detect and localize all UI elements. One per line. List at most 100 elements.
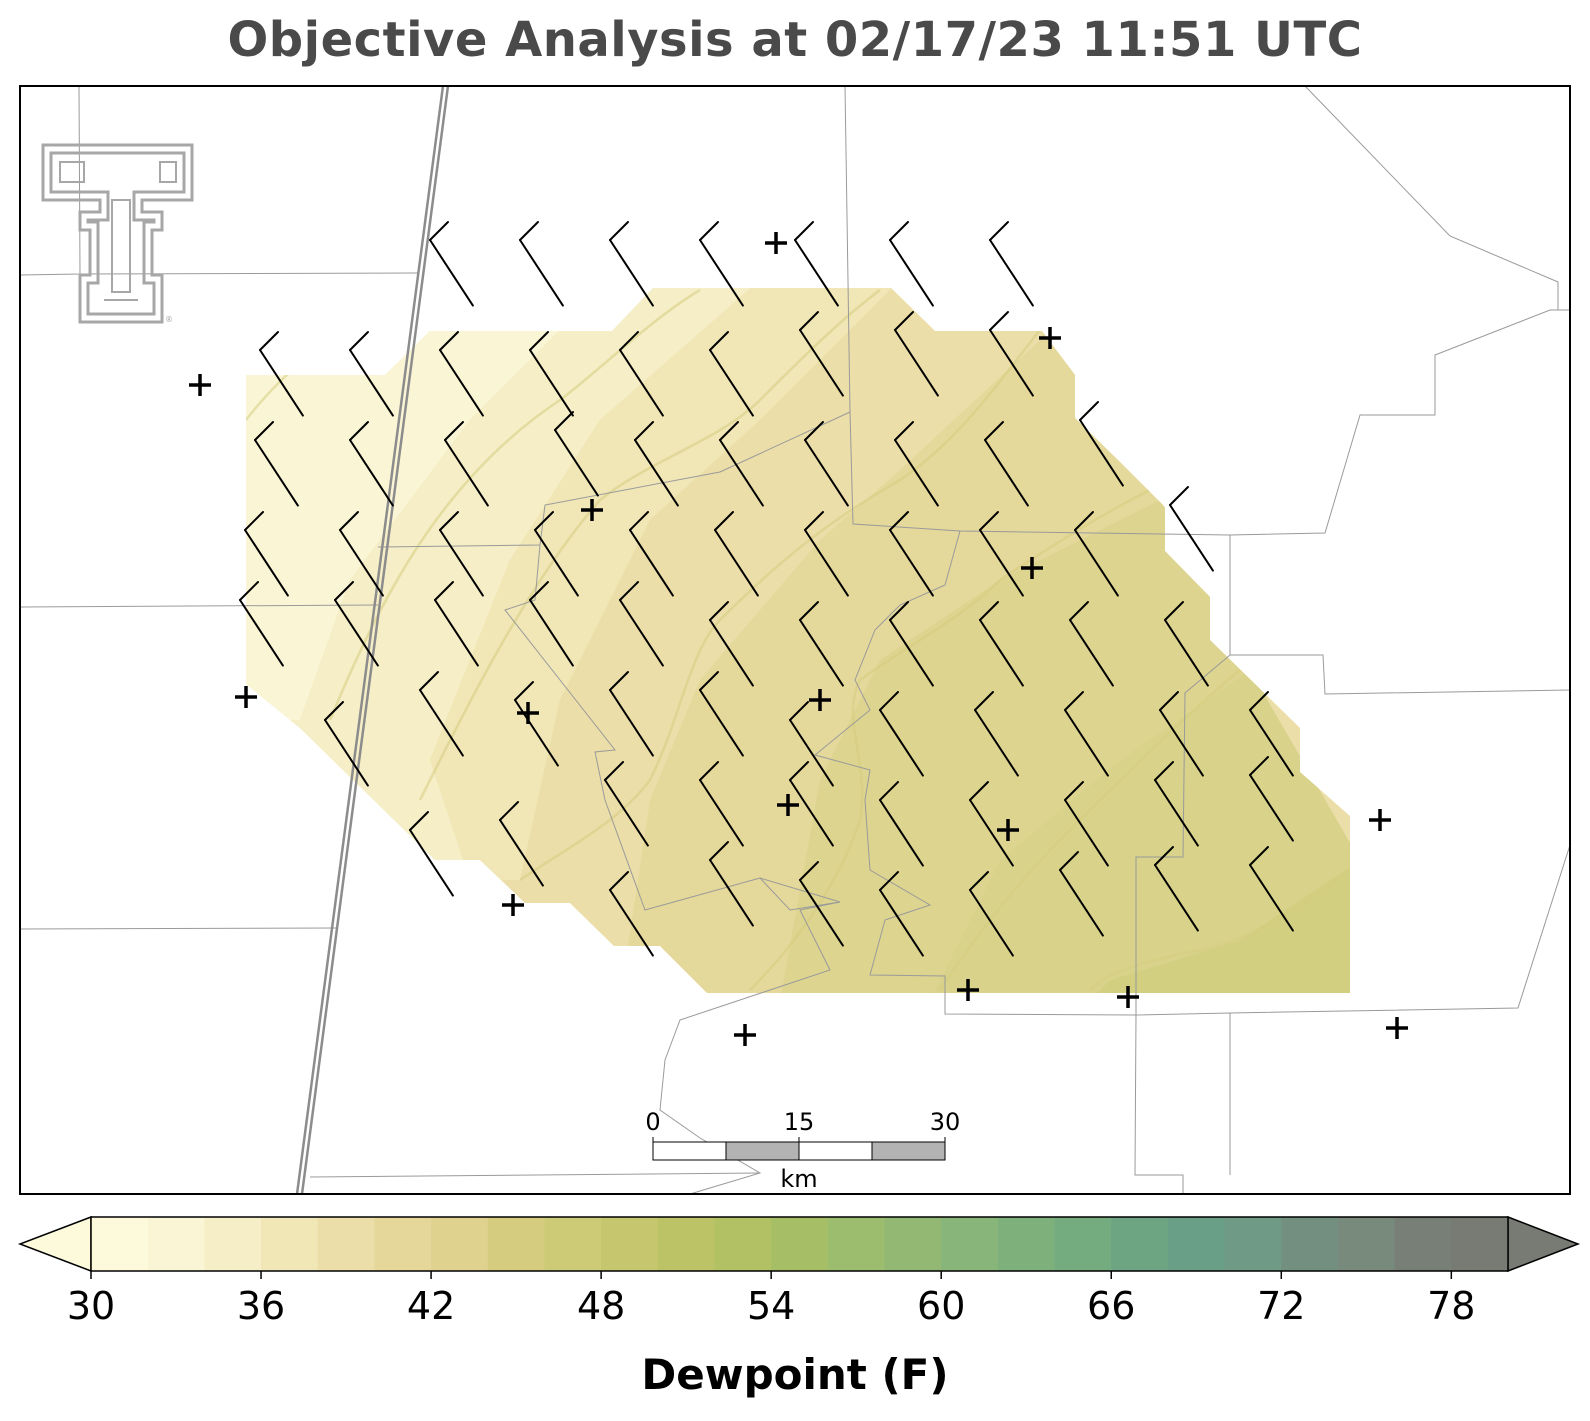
wind-barb [699, 221, 744, 307]
station-marker [502, 894, 524, 916]
colorbar-swatch [431, 1217, 489, 1271]
station-marker [777, 794, 799, 816]
station-marker [517, 702, 539, 724]
station-marker [581, 499, 603, 521]
wind-barb [789, 701, 834, 787]
wind-barb [894, 421, 939, 507]
station-marker [1039, 327, 1061, 349]
wind-barb [789, 761, 834, 847]
wind-barb [804, 421, 849, 507]
station-marker [1386, 1017, 1408, 1039]
texas-tech-double-t-logo: ® [41, 143, 194, 324]
wind-barb [799, 311, 844, 397]
wind-barb [974, 691, 1019, 777]
wind-barb [709, 601, 754, 687]
colorbar-swatch [997, 1217, 1056, 1271]
station-marker [189, 374, 211, 396]
wind-barb [1249, 846, 1294, 932]
wind-barb [879, 871, 924, 957]
wind-barb [1069, 601, 1114, 687]
wind-barb [434, 581, 479, 667]
wind-barb [699, 671, 744, 757]
colorbar-swatch [1224, 1217, 1282, 1271]
colorbar-swatch [204, 1217, 262, 1271]
wind-barb [799, 601, 844, 687]
colorbar-swatch [1451, 1217, 1509, 1271]
wind-barb [409, 811, 454, 897]
wind-barb [244, 511, 289, 597]
colorbar-tick-label: 30 [67, 1284, 115, 1328]
wind-barb [804, 511, 849, 597]
colorbar-swatch [261, 1217, 319, 1271]
wind-barb [429, 221, 474, 307]
wind-barb [609, 221, 654, 307]
station-marker [235, 686, 257, 708]
colorbar-swatch [601, 1217, 659, 1271]
colorbar-swatch [884, 1217, 942, 1271]
wind-barb [499, 801, 544, 887]
wind-barb [1169, 486, 1214, 572]
wind-barb [1059, 851, 1104, 937]
wind-barb [794, 221, 839, 307]
wind-barb [349, 421, 394, 507]
wind-barb [889, 511, 934, 597]
wind-barb [719, 421, 764, 507]
wind-barb [519, 221, 564, 307]
wind-barb [439, 331, 484, 417]
station-markers [189, 232, 1408, 1046]
wind-barb [349, 331, 394, 417]
station-marker [997, 819, 1019, 841]
wind-barb [1249, 756, 1294, 842]
wind-barb [334, 581, 379, 667]
wind-barb [634, 421, 679, 507]
wind-barb [1074, 511, 1119, 597]
wind-barb [619, 331, 664, 417]
wind-barb [989, 221, 1034, 307]
wind-barb [879, 781, 924, 867]
wind-barb [799, 861, 844, 947]
svg-text:®: ® [165, 315, 173, 324]
colorbar-tick-label: 66 [1087, 1284, 1135, 1328]
scale-tick-0: 0 [645, 1108, 660, 1136]
colorbar-tick-label: 36 [237, 1284, 285, 1328]
wind-barb [534, 511, 579, 597]
wind-barb [879, 691, 924, 777]
wind-barb [1159, 691, 1204, 777]
wind-barb [554, 411, 599, 497]
state-line [295, 85, 450, 1195]
colorbar-tick-label: 48 [577, 1284, 625, 1328]
wind-barb [1064, 691, 1109, 777]
colorbar-tick-label: 78 [1427, 1284, 1475, 1328]
scale-tick-15: 15 [784, 1108, 815, 1136]
wind-barb [514, 681, 559, 767]
wind-barb [894, 311, 939, 397]
wind-barb [989, 311, 1034, 397]
wind-barb [609, 671, 654, 757]
wind-barb [1154, 846, 1199, 932]
county-boundaries [19, 85, 1571, 1195]
wind-barbs [239, 221, 1294, 957]
wind-barb [604, 761, 649, 847]
wind-barb [1154, 761, 1199, 847]
scale-bar: 0 15 30 km [645, 1108, 960, 1193]
colorbar-swatch [487, 1217, 546, 1271]
colorbar-swatch [1111, 1217, 1169, 1271]
wind-barb [529, 331, 574, 417]
colorbar-extend-low [17, 1215, 92, 1273]
wind-barb [984, 421, 1029, 507]
colorbar-swatch [317, 1217, 375, 1271]
colorbar-swatch [771, 1217, 829, 1271]
wind-barb [699, 761, 744, 847]
colorbar-swatch [714, 1217, 772, 1271]
station-marker [765, 232, 787, 254]
colorbar-swatch [941, 1217, 999, 1271]
wind-barb [714, 511, 759, 597]
colorbar-tick-label: 42 [407, 1284, 455, 1328]
station-marker [809, 689, 831, 711]
colorbar-label: Dewpoint (F) [641, 1350, 949, 1399]
wind-barb [259, 331, 304, 417]
station-marker [1021, 557, 1043, 579]
wind-barb [609, 871, 654, 957]
wind-barb [619, 581, 664, 667]
